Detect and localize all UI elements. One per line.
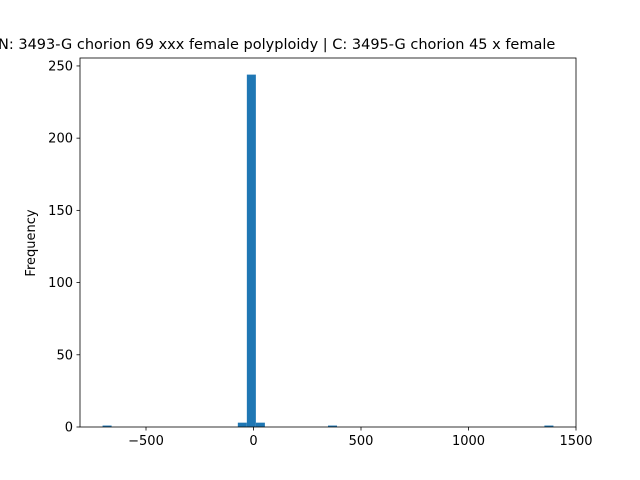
x-tick-label: −500 [128, 434, 164, 449]
x-tick-label: 1000 [452, 434, 485, 449]
y-tick-label: 0 [65, 421, 73, 436]
y-tick-label: 100 [48, 276, 73, 291]
plot-frame [79, 57, 577, 428]
bar [237, 422, 247, 427]
y-tick-label: 50 [56, 348, 73, 363]
y-tick-label: 150 [48, 204, 73, 219]
bar [102, 425, 112, 427]
chart-title: N: 3493-G chorion 69 xxx female polyploi… [0, 37, 555, 53]
bar [328, 425, 338, 427]
x-tick-label: 0 [249, 434, 257, 449]
bar [255, 422, 265, 427]
bar [544, 425, 554, 427]
y-axis-label: Frequency [24, 209, 39, 276]
x-tick-label: 1500 [559, 434, 592, 449]
bar [246, 74, 256, 427]
y-tick-label: 250 [48, 59, 73, 74]
y-tick-label: 200 [48, 132, 73, 147]
x-tick-label: 500 [349, 434, 374, 449]
